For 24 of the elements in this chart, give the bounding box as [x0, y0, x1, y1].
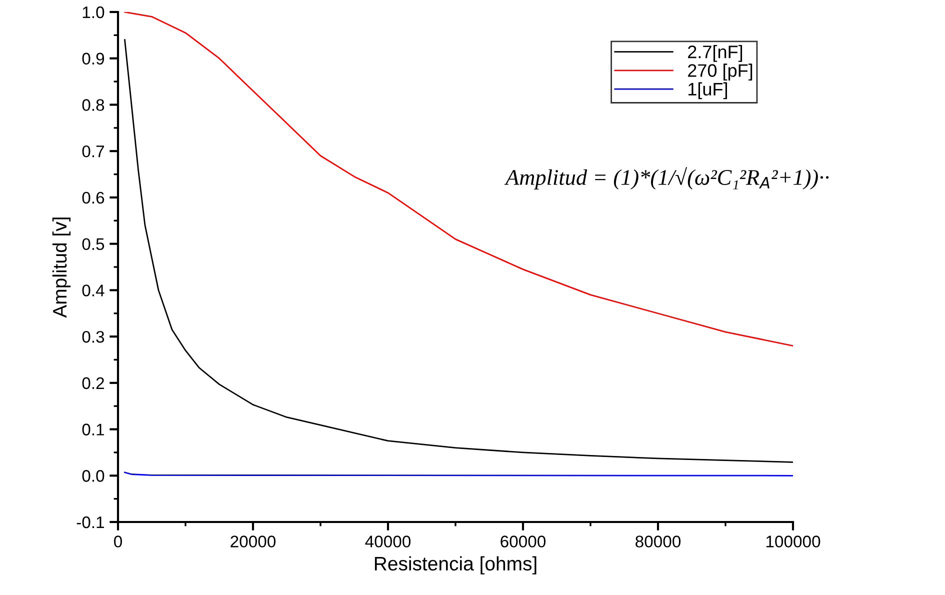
legend-label: 2.7[nF] [688, 45, 742, 62]
y-tick-label: 0.0 [82, 470, 104, 482]
x-tick-label: 60000 [500, 536, 546, 548]
x-tick-label: 0 [114, 536, 122, 548]
y-tick-label: 0.4 [82, 284, 104, 296]
y-tick-label: -0.1 [76, 516, 104, 528]
x-axis-title: Resistencia [ohms] [374, 556, 536, 574]
y-tick-label: 0.9 [82, 52, 104, 65]
y-tick-label: 0.8 [82, 99, 104, 111]
x-tick-label: 80000 [636, 536, 681, 548]
y-tick-label: 0.7 [82, 145, 104, 158]
y-tick-label: 1.0 [82, 6, 104, 18]
y-tick-label: 0.6 [82, 192, 104, 204]
y-tick-label: 0.2 [82, 377, 104, 390]
y-tick-label: 0.3 [82, 330, 104, 343]
y-tick-label: 0.1 [82, 424, 104, 436]
x-tick-label: 40000 [365, 536, 411, 548]
y-tick-label: 0.5 [82, 238, 104, 250]
x-tick-label: 100000 [766, 536, 820, 548]
legend-label: 270 [pF] [688, 64, 752, 81]
x-tick-label: 20000 [230, 536, 276, 548]
y-axis-title: Amplitud [v] [52, 218, 71, 318]
legend-label: 1[uF] [688, 82, 727, 100]
annotation: Amplitud = (1)*(1/√(ω²C₁²R$_{A}$²+1))·· [504, 167, 829, 190]
